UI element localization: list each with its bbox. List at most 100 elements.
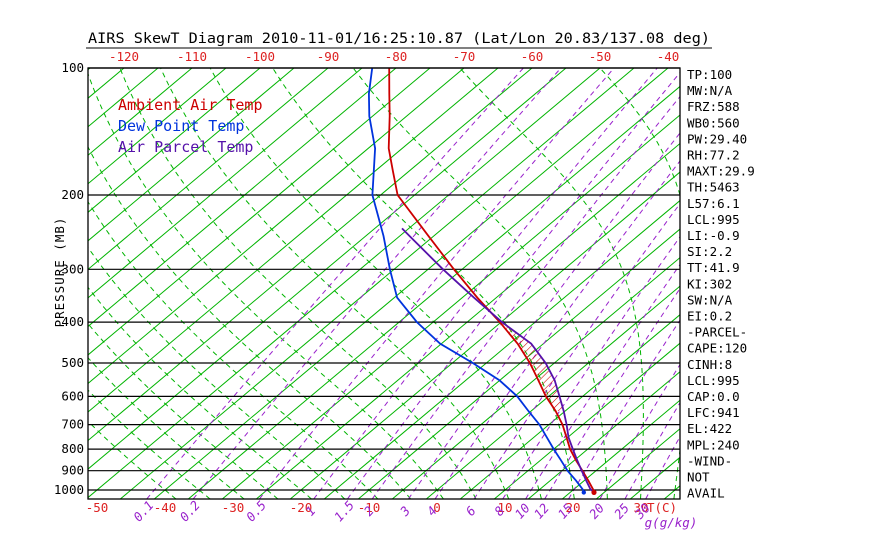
isotherm-line <box>289 171 680 499</box>
stats-line: EL:422 <box>687 421 732 436</box>
isotherm-line <box>119 68 635 499</box>
isotherm-line <box>561 399 680 499</box>
curve-dew_point <box>367 68 585 493</box>
top-temperature-tick-label: -80 <box>385 49 408 64</box>
pressure-tick-label: 1000 <box>54 482 84 497</box>
isotherm-line <box>391 256 680 499</box>
stats-line: LCL:995 <box>687 373 740 388</box>
bottom-temperature-tick-label: 10 <box>497 500 512 515</box>
top-temperature-tick-label: -100 <box>245 49 275 64</box>
stats-line: NOT <box>687 470 710 485</box>
stats-line: TH:5463 <box>687 180 740 195</box>
mixing-ratio-line <box>599 363 680 499</box>
isotherm-line <box>88 68 193 156</box>
stats-line: AVAIL <box>687 486 725 501</box>
moist-adiabat-line <box>88 200 379 499</box>
isotherm-line <box>629 456 680 499</box>
legend-air-parcel-temp: Air Parcel Temp <box>118 138 253 156</box>
stats-line: L57:6.1 <box>687 196 740 211</box>
isotherm-line <box>88 68 329 271</box>
moist-adiabat-line <box>741 68 850 499</box>
stats-line: MAXT:29.9 <box>687 164 755 179</box>
isotherm-line <box>88 68 227 185</box>
top-temperature-tick-label: -110 <box>177 49 207 64</box>
stats-line: CAPE:120 <box>687 341 747 356</box>
mixing-ratio-tick-label: 0.1 <box>130 498 156 525</box>
moist-adiabat-line <box>88 72 444 499</box>
bottom-temperature-tick-label: -10 <box>358 500 381 515</box>
mixing-ratio-tick-label: 3 <box>396 503 413 519</box>
legend-dew-point-temp: Dew Point Temp <box>118 117 244 135</box>
pressure-tick-label: 600 <box>61 388 84 403</box>
isotherm-line <box>459 314 680 499</box>
moist-adiabat-line <box>88 356 245 499</box>
mixing-ratio-tick-label: 20 <box>586 500 607 521</box>
stats-line: CAP:0.0 <box>687 389 740 404</box>
moist-adiabat-line <box>775 68 870 499</box>
sounding-curves <box>367 68 597 495</box>
bottom-temperature-tick-label: 30 <box>633 500 648 515</box>
stats-line: SW:N/A <box>687 292 733 307</box>
isotherm-line <box>323 199 680 499</box>
isotherm-line <box>88 68 431 356</box>
pressure-tick-label: 900 <box>61 463 84 478</box>
curve-ambient <box>387 68 595 493</box>
stats-line: LFC:941 <box>687 405 740 420</box>
mixing-ratio-line <box>313 68 658 499</box>
stats-line: -PARCEL- <box>687 325 747 340</box>
moist-adiabat-line <box>209 68 542 499</box>
mixing-ratio-line <box>371 95 680 499</box>
stats-line: LCL:995 <box>687 212 740 227</box>
top-temperature-tick-label: -90 <box>317 49 340 64</box>
pressure-tick-label: 800 <box>61 441 84 456</box>
isotherm-line <box>88 68 499 413</box>
surface-dewpoint-marker <box>581 490 586 495</box>
moist-adiabat-line <box>88 145 411 499</box>
pressure-tick-label: 100 <box>61 60 84 75</box>
curve-parcel <box>401 227 595 494</box>
top-temperature-tick-label: -120 <box>109 49 139 64</box>
mixing-ratio-tick-label: 15 <box>555 500 576 521</box>
plot-frame <box>87 67 681 500</box>
stats-line: EI:0.2 <box>687 309 732 324</box>
chart-title: AIRS SkewT Diagram 2010-11-01/16:25:10.8… <box>88 31 710 47</box>
top-temperature-tick-label: -40 <box>657 49 680 64</box>
stats-line: WB0:560 <box>687 115 740 130</box>
moist-adiabat-line <box>88 322 279 499</box>
moist-adiabat-line <box>272 68 575 499</box>
isotherm-grid <box>0 68 680 499</box>
moist-adiabat-line <box>599 68 680 499</box>
isotherm-line <box>527 371 680 499</box>
bottom-temperature-tick-label: -50 <box>86 500 109 515</box>
bottom-temperature-tick-label: 20 <box>565 500 580 515</box>
pressure-axis-title: PRESSURE (MB) <box>52 217 67 328</box>
isotherm-line <box>88 68 465 385</box>
isotherm-line <box>0 68 56 499</box>
mixing-ratio-tick-label: 1.5 <box>331 498 357 525</box>
bottom-temperature-labels: -50 -40 -30 -20 -10 0 10 20 30 <box>86 500 649 515</box>
stats-line: CINH:8 <box>687 357 732 372</box>
isotherm-line <box>88 68 601 499</box>
mixing-ratio-line <box>347 71 680 499</box>
top-temperature-tick-label: -70 <box>453 49 476 64</box>
stats-line: MW:N/A <box>687 83 733 98</box>
isotherm-line <box>255 142 680 499</box>
moist-adiabat-line <box>88 389 211 499</box>
moist-adiabat-line <box>459 68 644 499</box>
stats-line: FRZ:588 <box>687 99 740 114</box>
bottom-temperature-tick-label: -20 <box>290 500 313 515</box>
moist-adiabat-line <box>88 286 312 499</box>
isotherm-line <box>88 68 397 328</box>
stats-line: RH:77.2 <box>687 148 740 163</box>
mixing-ratio-line <box>434 160 680 499</box>
mixing-ratio-line <box>525 263 680 499</box>
isotherm-line <box>357 228 680 499</box>
isotherm-line <box>88 68 363 299</box>
stats-line: PW:29.40 <box>687 131 747 146</box>
top-temperature-labels: -120 -110 -100 -90 -80 -70 -60 -50 -40 <box>109 49 679 64</box>
mixing-ratio-tick-label: 25 <box>611 500 632 521</box>
pressure-tick-label: 400 <box>61 314 84 329</box>
